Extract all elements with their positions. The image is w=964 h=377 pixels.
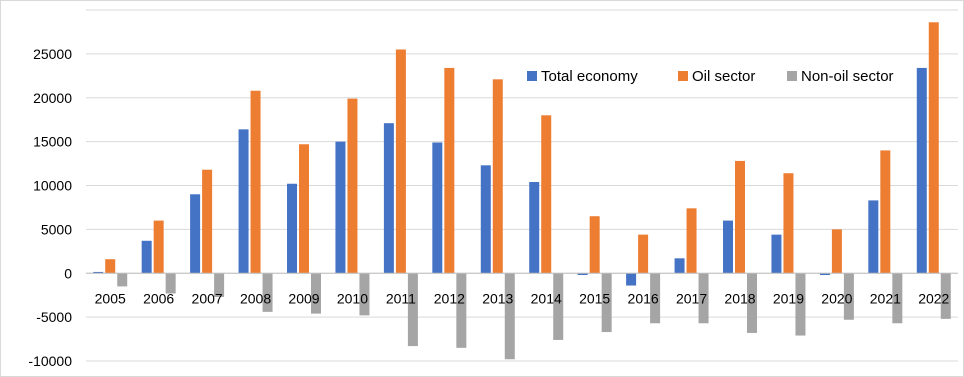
bar-non-oil-sector [359,273,370,316]
bar-non-oil-sector [407,273,418,347]
bar-non-oil-sector [165,273,176,294]
legend-label: Non-oil sector [801,68,894,85]
bar-total-economy [529,181,540,274]
bar-total-economy [383,123,394,274]
bar-non-oil-sector [747,273,757,333]
bar-non-oil-sector [214,273,225,297]
bar-oil-sector [153,220,164,274]
x-tick-label: 2018 [724,290,755,306]
bar-oil-sector [928,22,939,274]
bar-total-economy [190,194,201,274]
bar-oil-sector [395,49,406,274]
bar-oil-sector [831,229,842,274]
bar-oil-sector [444,67,455,274]
bar-total-economy [819,273,830,276]
bar-oil-sector [589,216,600,274]
x-tick-label: 2012 [434,290,465,306]
x-tick-label: 2005 [95,290,126,306]
y-tick-label: 5000 [41,221,72,237]
bar-non-oil-sector [892,273,903,324]
bar-total-economy [480,165,491,274]
legend-swatch [787,71,797,81]
axes: -10000 -5000 0 5000 10000 15000 20000 25000 2005… [28,46,958,369]
bar-non-oil-sector [940,273,951,319]
x-tick-label: 2011 [386,290,416,306]
bar-total-economy [238,129,249,274]
bar-non-oil-sector [601,273,612,333]
x-tick-label: 2008 [240,290,271,306]
bar-oil-sector [686,208,697,274]
bar-non-oil-sector [843,273,854,320]
bar-non-oil-sector [553,273,564,340]
bar-total-economy [868,200,879,274]
x-tick-label: 2021 [870,290,901,306]
bar-total-economy [771,234,782,274]
bar-oil-sector [541,115,552,274]
bar-oil-sector [783,173,794,274]
bar-total-economy [93,271,104,274]
bar-oil-sector [492,79,503,274]
x-tick-label: 2014 [531,290,562,306]
bar-total-economy [432,142,443,274]
bar-non-oil-sector [650,273,661,324]
gridlines [86,9,958,362]
bar-non-oil-sector [504,273,515,360]
legend-swatch [527,71,537,81]
x-tick-label: 2013 [482,290,513,306]
x-tick-label: 2017 [676,290,707,306]
y-tick-label: -10000 [28,353,72,369]
y-tick-label: 10000 [33,178,72,194]
bar-total-economy [723,220,733,274]
x-tick-label: 2022 [918,290,949,306]
bar-oil-sector [299,144,309,274]
bar-non-oil-sector [795,273,806,336]
x-tick-label: 2010 [337,290,368,306]
legend: Total economy Oil sector Non-oil sector [527,68,894,85]
bar-total-economy [674,258,685,274]
x-tick-label: 2020 [821,290,852,306]
bar-total-economy [626,273,637,286]
x-tick-label: 2009 [288,290,319,306]
bar-non-oil-sector [698,273,709,324]
legend-label: Total economy [541,68,638,85]
y-tick-label: 0 [64,265,72,281]
y-tick-label: 20000 [33,90,72,106]
bar-total-economy [577,273,588,276]
legend-swatch [678,71,688,81]
bar-non-oil-sector [456,273,467,348]
bar-total-economy [916,67,927,274]
bar-oil-sector [880,150,891,274]
bar-oil-sector [638,234,649,274]
bar-total-economy [141,240,152,274]
bar-oil-sector [347,98,358,274]
bar-oil-sector [105,259,116,274]
legend-label: Oil sector [692,68,755,85]
bar-non-oil-sector [311,273,321,314]
x-tick-label: 2007 [192,290,223,306]
bar-non-oil-sector [262,273,273,312]
x-tick-label: 2016 [628,290,659,306]
y-tick-label: -5000 [36,309,72,325]
y-tick-label: 25000 [33,46,72,62]
bar-oil-sector [202,169,213,274]
bar-non-oil-sector [117,273,128,287]
y-tick-label: 15000 [33,134,72,150]
x-tick-label: 2006 [143,290,174,306]
bars [93,22,951,360]
bar-total-economy [335,141,346,274]
x-tick-label: 2019 [773,290,804,306]
x-tick-label: 2015 [579,290,610,306]
bar-oil-sector [250,90,261,274]
bar-total-economy [287,183,297,274]
bar-oil-sector [735,160,745,274]
